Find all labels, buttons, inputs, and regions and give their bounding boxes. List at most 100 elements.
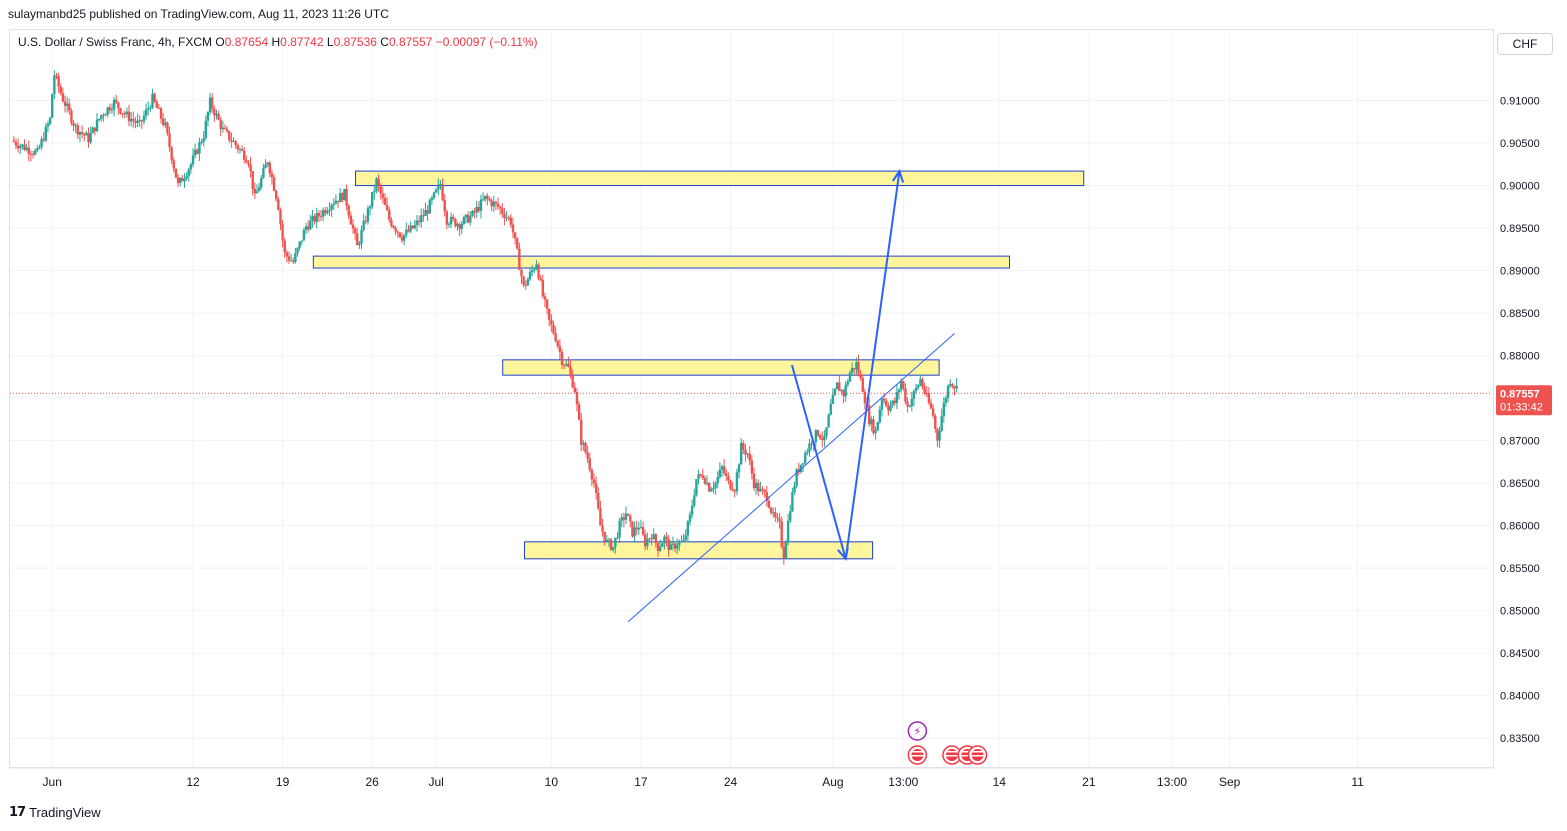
candle-body[interactable] (213, 108, 216, 116)
candle-body[interactable] (328, 209, 331, 211)
candle-body[interactable] (420, 215, 423, 223)
candle-body[interactable] (739, 443, 743, 465)
candle-body[interactable] (168, 133, 171, 148)
candle-body[interactable] (554, 333, 557, 341)
support-resistance-zone[interactable] (523, 541, 874, 560)
candle-body[interactable] (415, 220, 419, 225)
candle-body[interactable] (253, 188, 257, 194)
candle-body[interactable] (518, 248, 521, 270)
candle-body[interactable] (196, 149, 199, 154)
candle-body[interactable] (840, 390, 843, 392)
candle-body[interactable] (650, 538, 653, 540)
candle-body[interactable] (814, 430, 818, 443)
candle-body[interactable] (686, 521, 690, 536)
candle-body[interactable] (759, 488, 762, 492)
candle-body[interactable] (362, 220, 365, 230)
candle-body[interactable] (144, 109, 148, 116)
candle-body[interactable] (622, 517, 626, 520)
candle-body[interactable] (863, 391, 867, 404)
candle-body[interactable] (673, 543, 677, 549)
candle-body[interactable] (641, 527, 645, 535)
candle-body[interactable] (735, 472, 739, 492)
candle-body[interactable] (407, 229, 410, 232)
candle-body[interactable] (850, 368, 854, 373)
candle-body[interactable] (405, 229, 408, 235)
candle-body[interactable] (725, 473, 728, 476)
candle-body[interactable] (151, 93, 154, 108)
candle-body[interactable] (243, 150, 246, 161)
candle-body[interactable] (300, 240, 303, 242)
candle-body[interactable] (360, 229, 363, 244)
candle-body[interactable] (351, 224, 355, 229)
candle-body[interactable] (285, 252, 289, 257)
candle-body[interactable] (121, 113, 124, 115)
candle-body[interactable] (671, 543, 675, 545)
candle-body[interactable] (309, 220, 312, 230)
candle-body[interactable] (567, 363, 570, 367)
candle-body[interactable] (524, 284, 527, 286)
candle-body[interactable] (157, 107, 161, 109)
candle-body[interactable] (319, 216, 323, 218)
candle-body[interactable] (699, 474, 702, 476)
candle-body[interactable] (942, 402, 946, 417)
candle-body[interactable] (454, 218, 457, 227)
candle-body[interactable] (38, 147, 41, 149)
candle-body[interactable] (953, 386, 956, 389)
candle-body[interactable] (358, 243, 361, 246)
candle-body[interactable] (774, 512, 777, 518)
candle-body[interactable] (466, 214, 470, 223)
candle-body[interactable] (469, 215, 472, 223)
candle-body[interactable] (76, 125, 80, 135)
candle-body[interactable] (132, 118, 135, 121)
candle-body[interactable] (232, 141, 235, 143)
candle-body[interactable] (878, 409, 882, 423)
candle-body[interactable] (191, 155, 195, 165)
candle-body[interactable] (823, 435, 826, 441)
candle-body[interactable] (644, 534, 647, 547)
candle-body[interactable] (929, 402, 933, 409)
candle-body[interactable] (522, 276, 525, 285)
candle-body[interactable] (398, 232, 402, 238)
economic-event-bolt-icon[interactable] (907, 721, 928, 741)
currency-button[interactable]: CHF (1497, 33, 1553, 55)
candle-body[interactable] (680, 541, 683, 543)
candle-body[interactable] (842, 390, 845, 397)
candle-body[interactable] (321, 210, 325, 217)
candle-body[interactable] (272, 177, 276, 191)
candle-body[interactable] (917, 385, 920, 388)
candle-body[interactable] (731, 488, 734, 491)
candle-body[interactable] (377, 178, 380, 186)
candle-body[interactable] (228, 131, 231, 141)
candle-body[interactable] (292, 260, 295, 263)
candle-body[interactable] (848, 372, 852, 382)
candle-body[interactable] (264, 164, 267, 169)
candle-body[interactable] (87, 132, 90, 143)
candle-body[interactable] (61, 93, 65, 102)
candle-body[interactable] (225, 128, 229, 132)
support-resistance-zone[interactable] (502, 359, 940, 376)
candle-body[interactable] (675, 545, 679, 549)
candle-body[interactable] (763, 489, 766, 492)
candle-body[interactable] (159, 108, 163, 119)
candle-body[interactable] (287, 256, 291, 261)
candle-body[interactable] (441, 184, 444, 200)
candle-body[interactable] (383, 197, 387, 205)
candle-body[interactable] (927, 393, 931, 403)
candle-body[interactable] (793, 486, 796, 493)
candle-body[interactable] (791, 492, 794, 512)
footer-brand[interactable]: 𝟭𝟳 TradingView (9, 804, 101, 820)
candle-body[interactable] (59, 86, 62, 94)
candle-body[interactable] (767, 500, 771, 508)
candle-body[interactable] (825, 427, 828, 436)
candle-body[interactable] (846, 381, 850, 385)
candle-body[interactable] (829, 403, 832, 415)
candle-body[interactable] (460, 223, 463, 229)
candle-body[interactable] (95, 119, 99, 132)
candle-body[interactable] (885, 400, 888, 407)
candle-body[interactable] (882, 398, 886, 401)
candle-body[interactable] (338, 193, 342, 203)
candle-body[interactable] (306, 226, 310, 230)
candle-body[interactable] (511, 224, 515, 233)
candle-body[interactable] (603, 531, 606, 542)
candle-body[interactable] (447, 224, 451, 226)
